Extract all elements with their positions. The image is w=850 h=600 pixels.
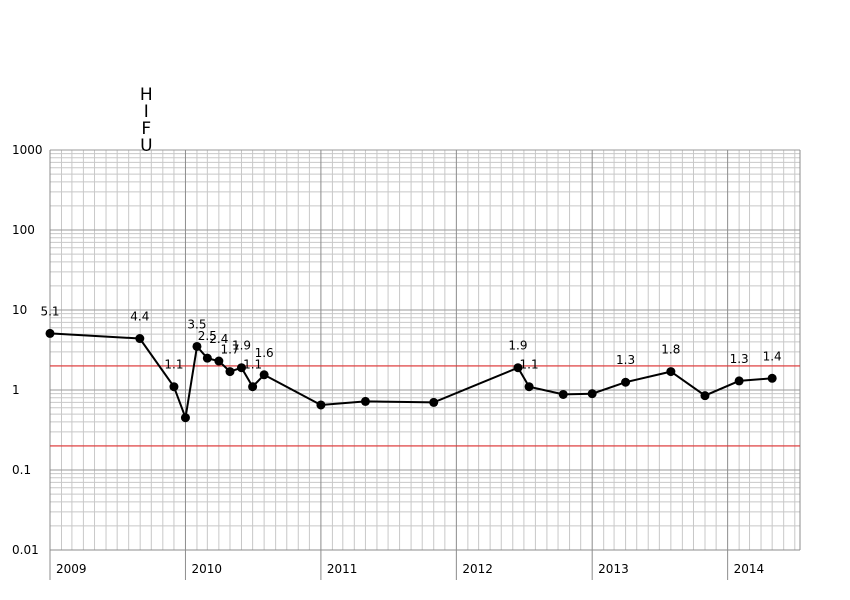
data-point [225, 367, 235, 377]
annotation-letter: I [144, 102, 149, 122]
series-layer: 5.1 4.41.13.52.52.41.71.91.11.61.91.1 1.31… [40, 304, 782, 423]
data-label: 3.5 [187, 317, 206, 331]
data-point [734, 376, 744, 386]
minor-grid [50, 150, 800, 550]
data-point [360, 396, 370, 406]
y-tick-label: 10 [12, 303, 27, 317]
data-point [429, 397, 439, 407]
data-point [202, 353, 212, 363]
data-label: 2.4 [209, 332, 228, 346]
data-point [45, 328, 55, 338]
x-tick-label: 2012 [462, 562, 493, 576]
annotation-letter: H [140, 85, 153, 105]
x-tick-label: 2011 [327, 562, 358, 576]
annotation-letter: F [141, 119, 151, 139]
y-tick-label: 0.01 [12, 543, 39, 557]
x-tick-label: 2014 [734, 562, 765, 576]
data-point [169, 382, 179, 392]
data-label: 4.4 [130, 310, 149, 324]
data-label: 1.1 [243, 358, 262, 372]
data-point [192, 341, 202, 351]
data-point [214, 356, 224, 366]
data-point [248, 382, 258, 392]
data-point [236, 363, 246, 373]
data-label: 1.8 [661, 343, 680, 357]
y-tick-label: 0.1 [12, 463, 31, 477]
data-label: 1.6 [255, 346, 274, 360]
data-point [767, 373, 777, 383]
data-label: 1.9 [232, 339, 251, 353]
data-label: 1.1 [520, 358, 539, 372]
y-tick-label: 1000 [12, 143, 43, 157]
y-tick-label: 100 [12, 223, 35, 237]
x-tick-label: 2009 [56, 562, 87, 576]
data-label: 1.1 [164, 358, 183, 372]
data-point [666, 367, 676, 377]
data-point [621, 377, 631, 387]
data-point [700, 391, 710, 401]
x-axis-ticks: 2009 2010 2011 2012 2013 2014 [56, 562, 764, 576]
y-tick-label: 1 [12, 383, 20, 397]
data-label: 1.3 [616, 353, 635, 367]
data-label: 1.4 [763, 349, 782, 363]
data-point [513, 363, 523, 373]
data-label: 1.3 [730, 352, 749, 366]
data-point [558, 389, 568, 399]
data-label: 1.7 [220, 343, 239, 357]
data-point [524, 382, 534, 392]
data-point [259, 370, 269, 380]
reference-lines [50, 365, 800, 447]
x-tick-label: 2013 [598, 562, 629, 576]
y-axis-ticks: 1000 100 10 1 0.1 0.01 [12, 143, 43, 557]
data-label: 1.9 [508, 339, 527, 353]
data-point [316, 400, 326, 410]
annotation-letter: U [140, 136, 152, 156]
data-point [587, 389, 597, 399]
data-point [135, 334, 145, 344]
x-tick-label: 2010 [191, 562, 222, 576]
data-point [180, 413, 190, 423]
data-label: 2.5 [198, 329, 217, 343]
data-label: 5.1 [40, 304, 59, 318]
